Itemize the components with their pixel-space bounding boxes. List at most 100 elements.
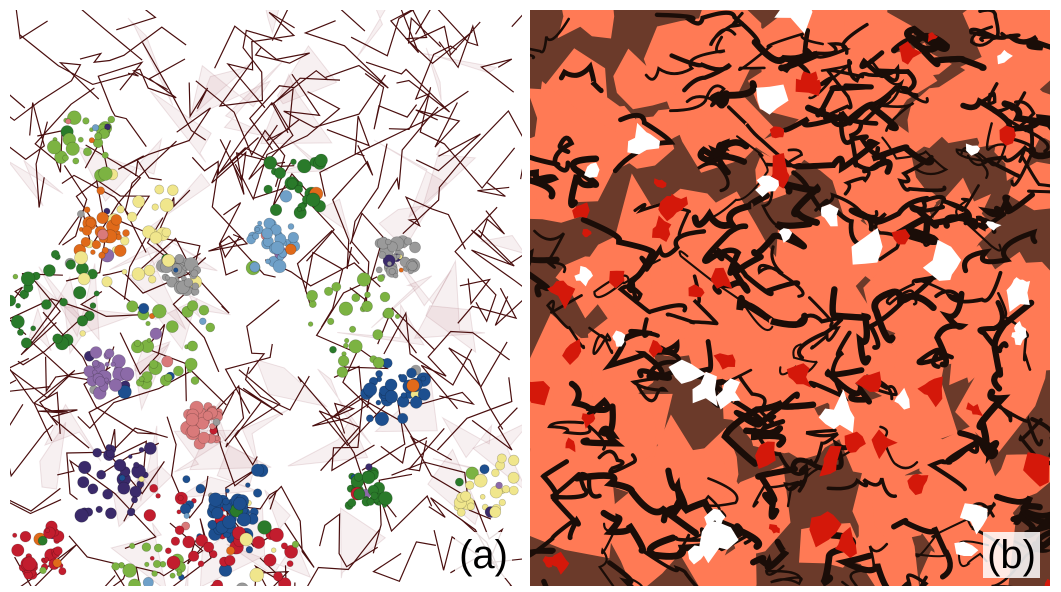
sphere-marker: [410, 396, 423, 409]
translucent-plane: [255, 359, 329, 408]
dark-crease: [885, 278, 947, 306]
sphere-marker: [466, 502, 475, 511]
sphere-marker: [286, 177, 298, 189]
sphere-marker: [400, 392, 407, 399]
fiber-line: [319, 512, 379, 568]
sphere-marker: [403, 237, 413, 246]
sphere-marker: [489, 506, 502, 518]
dark-crease: [755, 465, 798, 520]
dark-crease: [891, 517, 953, 580]
sphere-marker: [111, 562, 120, 571]
panel-b-label: (b): [983, 532, 1040, 578]
sphere-marker: [183, 512, 190, 519]
sphere-marker: [278, 577, 292, 586]
dark-crease: [573, 472, 699, 537]
red-hotspot: [530, 381, 550, 406]
red-hotspot: [844, 431, 866, 453]
fiber-line: [10, 94, 26, 109]
sphere-marker: [96, 211, 109, 224]
fiber-line: [216, 137, 295, 176]
sphere-marker: [205, 322, 216, 333]
sphere-marker: [104, 377, 109, 383]
sphere-marker: [78, 460, 92, 475]
fiber-line: [135, 522, 204, 586]
sphere-marker: [167, 184, 179, 196]
fiber-line: [419, 87, 516, 190]
sphere-marker: [296, 206, 302, 212]
fiber-line: [380, 437, 428, 464]
sphere-marker: [110, 361, 116, 367]
fiber-line: [66, 393, 124, 500]
sphere-marker: [132, 195, 145, 208]
sphere-marker: [120, 366, 135, 381]
sphere-marker: [149, 327, 162, 340]
sphere-marker: [378, 491, 393, 506]
dark-crease: [654, 10, 761, 45]
dark-crease: [915, 517, 974, 558]
sphere-marker: [159, 198, 174, 213]
fiber-line: [377, 307, 436, 354]
dark-crease: [697, 152, 730, 193]
red-hotspot: [755, 441, 776, 469]
sphere-marker: [95, 505, 103, 514]
sphere-marker: [144, 561, 150, 568]
dark-crease: [794, 138, 881, 174]
white-hole: [818, 389, 855, 433]
dark-crease: [779, 343, 818, 376]
sphere-marker: [207, 519, 217, 530]
dark-crease: [669, 53, 732, 93]
sphere-marker: [329, 345, 337, 354]
sphere-marker: [398, 373, 408, 383]
white-hole: [668, 359, 706, 384]
translucent-plane: [127, 17, 174, 106]
sphere-marker: [236, 582, 249, 586]
sphere-marker: [397, 412, 409, 424]
dark-crease: [808, 330, 852, 402]
sphere-marker: [195, 534, 209, 547]
sphere-marker: [491, 468, 500, 478]
sphere-marker: [77, 476, 90, 489]
white-hole: [1006, 281, 1031, 312]
dark-crease: [976, 388, 1011, 460]
translucent-plane: [28, 307, 52, 351]
dark-crease: [550, 471, 602, 500]
sphere-marker: [203, 541, 215, 553]
sphere-marker: [92, 360, 99, 367]
sphere-marker: [377, 274, 385, 283]
sphere-marker: [133, 461, 140, 469]
dark-crease: [790, 434, 855, 472]
dark-crease: [859, 50, 917, 92]
red-hotspot: [653, 178, 667, 189]
dark-crease: [709, 80, 757, 109]
sphere-marker: [153, 543, 163, 553]
sphere-marker: [141, 542, 152, 552]
sphere-marker: [279, 190, 293, 203]
translucent-plane: [420, 52, 498, 74]
dark-crease: [835, 552, 912, 586]
white-hole: [894, 387, 910, 410]
sphere-marker: [199, 317, 207, 325]
fiber-line: [226, 11, 296, 109]
translucent-plane: [223, 60, 284, 140]
sphere-marker: [183, 278, 194, 288]
sphere-marker: [496, 453, 507, 464]
fiber-line: [364, 73, 418, 130]
sphere-marker: [41, 299, 52, 310]
white-hole: [985, 221, 1002, 231]
white-hole: [965, 143, 981, 156]
dark-crease: [977, 300, 1009, 354]
sphere-marker: [97, 228, 109, 241]
sphere-marker: [20, 337, 32, 349]
sphere-marker: [507, 471, 520, 484]
fiber-line: [297, 376, 367, 490]
sphere-marker: [409, 241, 421, 254]
fiber-line: [511, 14, 522, 28]
fiber-line: [414, 10, 479, 69]
fiber-line: [214, 25, 310, 69]
sphere-marker: [90, 249, 96, 255]
sphere-marker: [182, 535, 195, 549]
sphere-marker: [131, 496, 139, 504]
sphere-marker: [77, 272, 91, 286]
translucent-plane: [173, 429, 242, 473]
dark-crease: [824, 367, 872, 405]
